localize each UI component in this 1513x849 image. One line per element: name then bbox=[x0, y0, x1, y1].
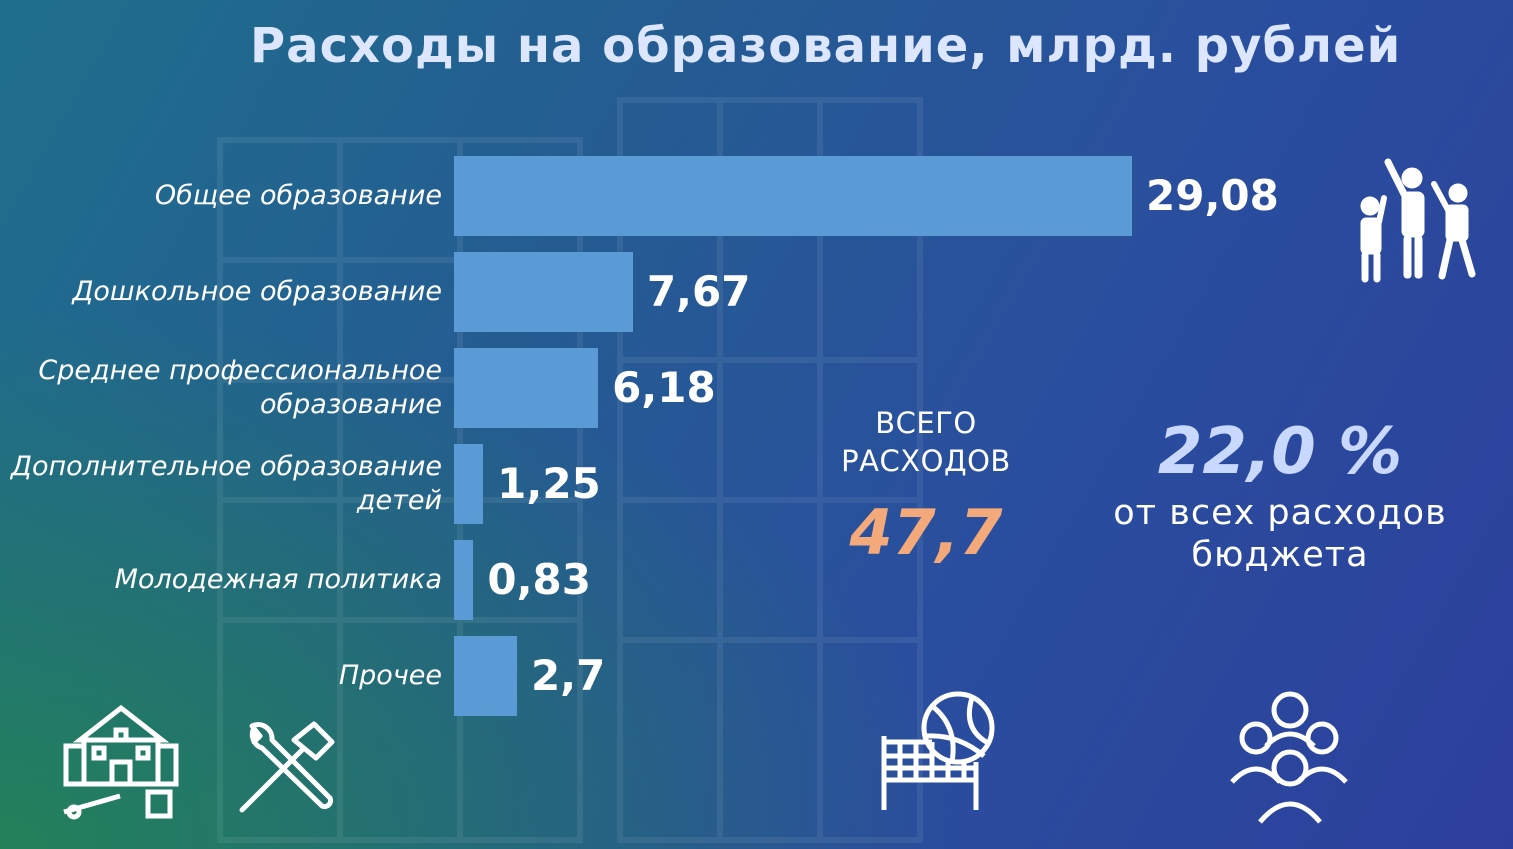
category-label: Прочее bbox=[338, 660, 442, 691]
bar bbox=[454, 636, 517, 716]
share-value: 22,0 % bbox=[1157, 415, 1403, 489]
bar bbox=[454, 348, 599, 428]
total-caption: ВСЕГО РАСХОДОВ bbox=[826, 404, 1026, 480]
value-label: 6,18 bbox=[612, 363, 716, 412]
total-caption-line2: РАСХОДОВ bbox=[841, 444, 1011, 478]
category-label: Среднее профессиональное образование bbox=[38, 355, 442, 420]
value-label: 2,7 bbox=[530, 651, 606, 700]
category-label: Дошкольное образование bbox=[72, 276, 442, 307]
page-title: Расходы на образование, млрд. рублей bbox=[250, 18, 1402, 74]
bar bbox=[454, 156, 1132, 236]
value-label: 1,25 bbox=[497, 459, 601, 508]
bar bbox=[454, 540, 474, 620]
community-icon bbox=[1230, 691, 1348, 824]
value-label: 0,83 bbox=[487, 555, 591, 604]
category-label: Общее образование bbox=[154, 180, 442, 211]
value-label: 29,08 bbox=[1146, 171, 1279, 220]
background-building-image bbox=[217, 97, 923, 843]
category-label: Дополнительное образование детей bbox=[10, 451, 442, 516]
total-caption-line1: ВСЕГО bbox=[875, 406, 977, 440]
share-caption: от всех расходов бюджета bbox=[1100, 492, 1460, 576]
total-value: 47,7 bbox=[849, 496, 1003, 569]
share-caption-line2: бюджета bbox=[1191, 535, 1369, 575]
bar bbox=[454, 444, 484, 524]
school-building-icon bbox=[63, 704, 179, 820]
category-label: Молодежная политика bbox=[114, 564, 442, 595]
volleyball-icon bbox=[881, 691, 995, 810]
share-caption-line1: от всех расходов bbox=[1113, 493, 1447, 533]
bar bbox=[454, 252, 633, 332]
students-icon bbox=[1360, 158, 1476, 283]
tools-icon bbox=[239, 721, 335, 813]
value-label: 7,67 bbox=[646, 267, 751, 316]
